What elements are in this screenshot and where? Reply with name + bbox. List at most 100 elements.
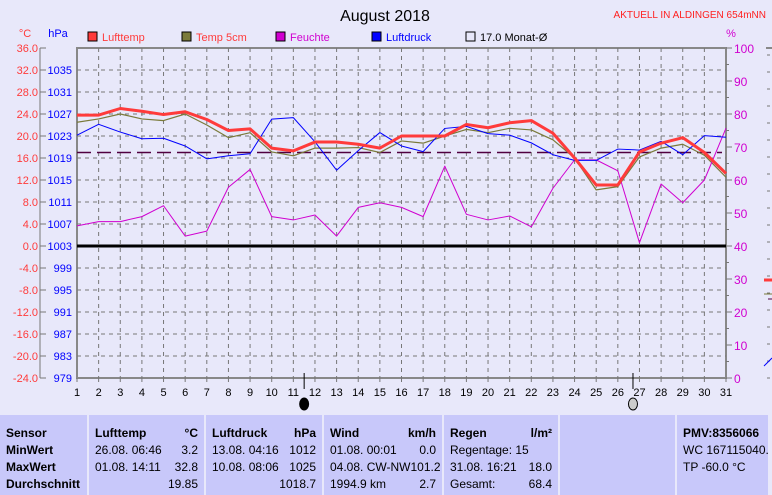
x-tick-label: 6: [182, 387, 188, 399]
temp-tick-label: 28.0: [17, 87, 38, 99]
legend-swatch-2: [275, 31, 286, 42]
temp-tick-label: 4.0: [23, 219, 38, 231]
x-tick-label: 12: [309, 387, 321, 399]
cell: Gesamt:: [450, 477, 496, 491]
cell: 0.0: [419, 443, 436, 457]
pressure-tick-label: 991: [54, 307, 72, 319]
humidity-tick-label: 70: [734, 141, 748, 155]
x-tick-label: 30: [698, 387, 710, 399]
temp-tick-label: -16.0: [13, 329, 38, 341]
humidity-tick-label: 90: [734, 75, 748, 89]
legend-label-4: 17.0 Monat-Ø: [480, 32, 548, 44]
temp-tick-label: 24.0: [17, 109, 38, 121]
stats-table: Sensor MinWert MaxWert Durchschnitt Luft…: [0, 415, 768, 495]
pmv-tp: TP -60.0 °C: [683, 460, 746, 474]
cell: 68.4: [528, 477, 552, 491]
x-tick-label: 26: [612, 387, 624, 399]
series-line-temp-5cm: [76, 113, 727, 191]
x-tick-label: 16: [395, 387, 407, 399]
series-line-feuchte: [76, 127, 727, 244]
cell: 1025: [289, 460, 316, 474]
x-tick-label: 13: [330, 387, 342, 399]
chart-title: August 2018: [340, 8, 430, 25]
x-tick-label: 27: [633, 387, 645, 399]
pressure-tick-label: 1011: [48, 197, 72, 209]
temp-tick-label: -20.0: [13, 351, 38, 363]
humidity-tick-label: 20: [734, 306, 748, 320]
cell: 01.08. 14:11: [95, 460, 161, 474]
wind-header: Wind: [330, 426, 360, 440]
empty-column: [560, 415, 675, 495]
humidity-tick-label: 80: [734, 108, 748, 122]
regen-column: Regen l/m² Regentage: 15 31.08. 16:21 18.0…: [444, 415, 558, 495]
regen-unit: l/m²: [530, 426, 552, 440]
pressure-tick-label: 979: [54, 373, 72, 385]
cell: 13.08. 04:16: [212, 443, 279, 457]
temp-tick-label: -4.0: [19, 263, 38, 275]
new-moon-icon: [299, 397, 310, 411]
x-tick-label: 22: [525, 387, 537, 399]
legend-swatch-0: [87, 31, 98, 42]
x-tick-label: 21: [504, 387, 516, 399]
pmv-header: PMV:8356066: [683, 426, 760, 440]
weather-chart: August 2018 AKTUELL IN ALDINGEN 654mNN °C h…: [13, 8, 772, 411]
x-tick-label: 9: [247, 387, 253, 399]
legend-label-0: Lufttemp: [102, 32, 145, 44]
humidity-tick-label: 40: [734, 240, 748, 254]
humidity-tick-label: 0: [734, 372, 741, 386]
x-tick-label: 29: [677, 387, 689, 399]
pressure-tick-label: 999: [54, 263, 72, 275]
pmv-wc: WC 167115040.0: [683, 443, 768, 457]
cell: 1012: [289, 443, 316, 457]
temp-tick-label: -24.0: [13, 373, 38, 385]
legend-swatch-4: [465, 31, 476, 42]
legend-swatch-3: [371, 31, 382, 42]
station-label: AKTUELL IN ALDINGEN 654mNN: [614, 10, 766, 21]
row-label-max: MaxWert: [6, 460, 56, 474]
pressure-tick-label: 1031: [48, 87, 72, 99]
pressure-tick-label: 987: [54, 329, 72, 341]
humidity-tick-label: 10: [734, 339, 748, 353]
x-tick-label: 8: [225, 387, 231, 399]
cell: 19.85: [167, 477, 198, 491]
legend-swatch-1: [181, 31, 192, 42]
x-tick-label: 4: [139, 387, 145, 399]
temp-tick-label: -8.0: [19, 285, 38, 297]
row-label-min: MinWert: [6, 443, 54, 457]
x-tick-label: 25: [590, 387, 602, 399]
pressure-tick-label: 1015: [48, 175, 72, 187]
pressure-tick-label: 1023: [48, 131, 72, 143]
x-tick-label: 23: [547, 387, 559, 399]
temp-axis-unit: °C: [19, 28, 31, 40]
wind-unit: km/h: [407, 426, 436, 440]
temp-tick-label: 32.0: [17, 65, 38, 77]
sensor-header: Sensor: [6, 426, 47, 440]
x-tick-label: 11: [288, 387, 299, 399]
humidity-tick-label: 30: [734, 273, 748, 287]
x-tick-label: 14: [352, 387, 364, 399]
cell: 04.08. CW-NW: [330, 460, 411, 474]
pressure-tick-label: 983: [54, 351, 72, 363]
sensor-column: Sensor MinWert MaxWert Durchschnitt: [0, 415, 87, 495]
x-tick-label: 3: [117, 387, 123, 399]
pmv-column: PMV:8356066 WC 167115040.0 TP -60.0 °C: [677, 415, 768, 495]
temp-tick-label: 16.0: [17, 153, 38, 165]
x-tick-label: 15: [374, 387, 386, 399]
x-tick-label: 20: [482, 387, 494, 399]
humidity-tick-label: 100: [734, 42, 754, 56]
series-line-lufttemp: [77, 107, 728, 187]
humidity-tick-label: 60: [734, 174, 748, 188]
row-label-avg: Durchschnitt: [6, 477, 81, 491]
legend-label-2: Feuchte: [290, 32, 330, 44]
cell: 31.08. 16:21: [450, 460, 517, 474]
pressure-axis-unit: hPa: [48, 28, 68, 40]
lufttemp-unit: °C: [184, 426, 198, 440]
temp-tick-label: 36.0: [17, 43, 38, 55]
x-tick-label: 17: [417, 387, 429, 399]
luftdruck-column: Luftdruck hPa 13.08. 04:16 1012 10.08. 08:…: [206, 415, 322, 495]
cell: 01.08. 00:01: [330, 443, 397, 457]
humidity-axis-unit: %: [726, 28, 736, 40]
x-tick-label: 31: [720, 387, 732, 399]
temp-tick-label: 0.0: [23, 241, 38, 253]
pressure-tick-label: 995: [54, 285, 72, 297]
